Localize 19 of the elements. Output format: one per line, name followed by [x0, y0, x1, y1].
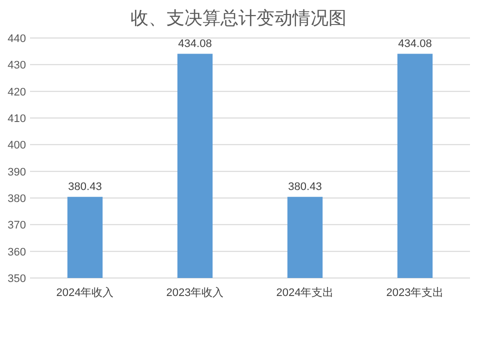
- chart-title: 收、支决算总计变动情况图: [130, 8, 346, 28]
- x-tick-label: 2024年收入: [56, 286, 114, 299]
- y-tick-label: 350: [8, 273, 26, 285]
- x-tick-label: 2023年收入: [166, 286, 224, 299]
- y-tick-label: 380: [8, 193, 26, 205]
- x-tick-label: 2024年支出: [276, 286, 334, 299]
- y-tick-label: 390: [8, 166, 26, 178]
- y-tick-label: 360: [8, 246, 26, 258]
- data-label: 380.43: [68, 180, 102, 193]
- data-label: 380.43: [288, 180, 322, 193]
- y-tick-label: 410: [8, 113, 26, 125]
- data-label: 434.08: [398, 38, 432, 50]
- y-tick-label: 370: [8, 220, 26, 232]
- x-tick-label: 2023年支出: [386, 286, 444, 299]
- y-tick-label: 420: [8, 86, 26, 98]
- y-tick-label: 430: [8, 60, 26, 72]
- data-label: 434.08: [178, 38, 212, 50]
- y-tick-label: 440: [8, 33, 26, 45]
- y-tick-label: 400: [8, 140, 26, 152]
